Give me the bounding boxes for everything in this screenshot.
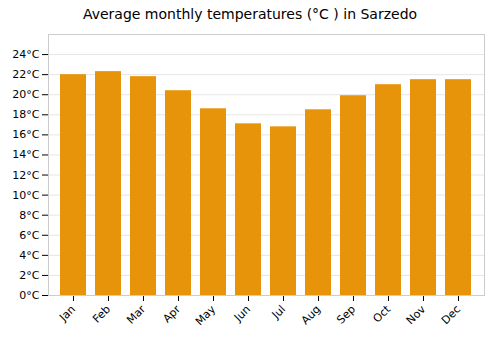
svg-text:14°C: 14°C	[12, 148, 39, 161]
svg-text:12°C: 12°C	[12, 169, 39, 182]
svg-text:16°C: 16°C	[12, 128, 39, 141]
svg-text:Aug: Aug	[299, 303, 323, 327]
svg-text:6°C: 6°C	[19, 229, 39, 242]
svg-text:Nov: Nov	[404, 302, 429, 327]
svg-text:Oct: Oct	[370, 302, 393, 325]
svg-text:0°C: 0°C	[19, 289, 39, 302]
svg-text:Sep: Sep	[334, 303, 358, 327]
svg-text:May: May	[193, 302, 219, 328]
html-text:Average monthly temperatures (: Average monthly temperatures (°C ) in Sa…	[82, 6, 418, 22]
svg-text:8°C: 8°C	[19, 209, 39, 222]
svg-text:2°C: 2°C	[19, 269, 39, 282]
svg-text:20°C: 20°C	[12, 88, 39, 101]
svg-text:Feb: Feb	[90, 303, 113, 326]
svg-text:Jun: Jun	[231, 303, 253, 325]
svg-text:Mar: Mar	[124, 302, 148, 326]
svg-text:22°C: 22°C	[12, 68, 39, 81]
svg-text:Dec: Dec	[439, 303, 463, 327]
svg-text:Jan: Jan	[56, 303, 78, 325]
svg-text:18°C: 18°C	[12, 108, 39, 121]
svg-text:Apr: Apr	[160, 302, 183, 325]
svg-text:Jul: Jul	[269, 303, 288, 322]
svg-text:10°C: 10°C	[12, 189, 39, 202]
svg-text:24°C: 24°C	[12, 48, 39, 61]
svg-text:4°C: 4°C	[19, 249, 39, 262]
